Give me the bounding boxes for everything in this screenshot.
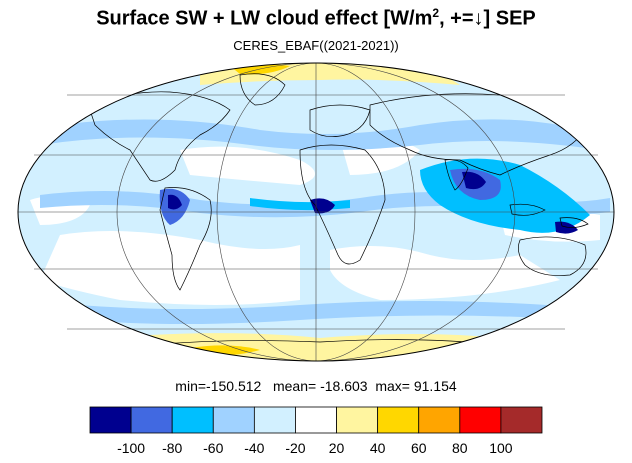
colorbar-swatch: [212, 406, 255, 434]
field-white-patch: [330, 246, 560, 300]
colorbar-swatches: [89, 406, 543, 434]
colorbar-swatch: [459, 406, 502, 434]
coastline-maritime: [509, 203, 546, 216]
stat-mean-value: -18.603: [320, 378, 368, 394]
colorbar-swatch: [171, 406, 214, 434]
title-tail: , +=↓] SEP: [439, 7, 536, 30]
colorbar-swatch: [418, 406, 461, 434]
field-storm-track-south: [30, 300, 610, 324]
field-amazon-max: [168, 194, 182, 210]
colorbar-tick-label: -40: [244, 440, 264, 456]
colorbar-tick-label: 40: [370, 440, 386, 456]
stat-mean-label: mean=: [272, 378, 317, 394]
plot-title: Surface SW + LW cloud effect [W/m2, +=↓]…: [0, 6, 632, 31]
colorbar-tick-label: 60: [411, 440, 427, 456]
coastline-south-america: [159, 187, 212, 291]
stat-max-label: max=: [375, 378, 410, 394]
colorbar-tick-label: -20: [285, 440, 305, 456]
statistics-line: min=-150.512 mean= -18.603 max= 91.154: [0, 378, 632, 394]
colorbar-swatch: [500, 406, 543, 434]
colorbar-swatch: [377, 406, 420, 434]
coastline-new-guinea: [559, 217, 589, 228]
colorbar-swatch: [89, 406, 132, 434]
globe-outline: [17, 62, 615, 362]
field-warm-pool-max: [462, 171, 486, 190]
coastline-australia: [518, 236, 587, 276]
field-white-patch: [40, 231, 300, 305]
field-maritime-max: [555, 221, 578, 234]
stat-min-value: -150.512: [206, 378, 262, 394]
stat-max-value: 91.154: [413, 378, 457, 394]
stat-min-label: min=: [175, 378, 207, 394]
title-superscript: 2: [432, 6, 440, 20]
colorbar-tick-label: 100: [489, 440, 513, 456]
field-white-patch: [180, 146, 315, 185]
colorbar-swatch: [253, 406, 296, 434]
field-antarctic-warm-core: [440, 346, 500, 357]
colorbar-tick-label: 20: [329, 440, 345, 456]
colorbar-tick-label: -80: [162, 440, 182, 456]
colorbar: -100 -80 -60 -40 -20 20 40 60 80 100: [89, 406, 543, 456]
coastline-north-america: [89, 91, 231, 182]
coastline-europe: [309, 104, 371, 137]
coastline-greenland: [239, 73, 286, 106]
colorbar-tick-label: -100: [117, 440, 145, 456]
coastline-africa: [299, 144, 386, 265]
colorbar-tick-labels: -100 -80 -60 -40 -20 20 40 60 80 100: [117, 440, 513, 456]
colorbar-swatch: [295, 406, 337, 434]
coastline-antarctica: [149, 339, 501, 346]
title-main: Surface SW + LW cloud effect [W/m: [96, 7, 433, 30]
colorbar-tick-label: -60: [203, 440, 223, 456]
coastline-india: [444, 159, 469, 191]
colorbar-tick-label: 80: [452, 440, 468, 456]
world-map: [17, 62, 615, 362]
plot-subtitle: CERES_EBAF((2021-2021)): [233, 38, 399, 53]
colorbar-swatch: [336, 406, 379, 434]
colorbar-swatch: [130, 406, 173, 434]
